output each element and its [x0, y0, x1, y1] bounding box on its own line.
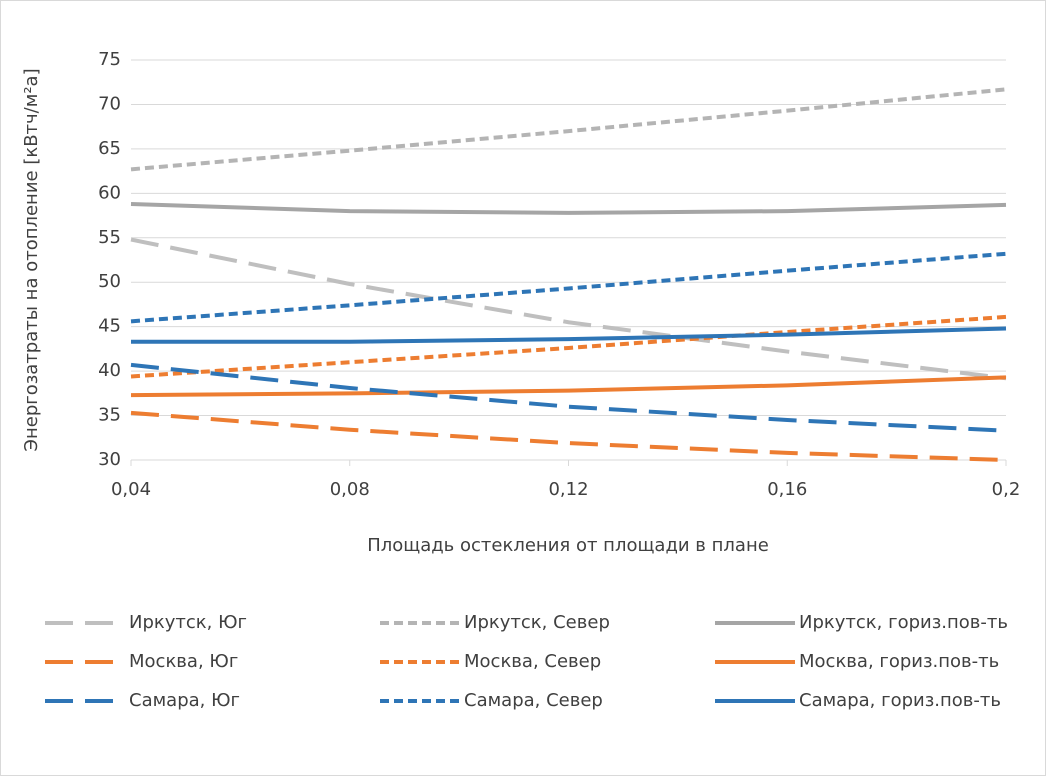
legend-label: Самара, Юг	[129, 690, 240, 711]
y-tick-label: 30	[98, 449, 121, 470]
legend-label: Москва, Север	[464, 651, 601, 672]
series-line	[130, 251, 1007, 324]
legend-label: Москва, Юг	[129, 651, 238, 672]
series-line	[130, 237, 1007, 381]
series-line	[130, 375, 1007, 398]
y-tick-label: 75	[98, 49, 121, 70]
y-tick-label: 35	[98, 405, 121, 426]
y-tick-label: 55	[98, 227, 121, 248]
x-tick-label: 0,04	[111, 479, 151, 500]
x-axis-title: Площадь остекления от площади в плане	[367, 535, 769, 556]
y-tick-label: 65	[98, 138, 121, 159]
legend-label: Самара, Север	[464, 690, 603, 711]
y-tick-label: 70	[98, 93, 121, 114]
legend-label: Самара, гориз.пов-ть	[799, 690, 1001, 711]
series-line	[130, 202, 1007, 215]
y-axis-title: Энергозатраты на отопление [кВтч/м²а]	[21, 68, 42, 451]
series-line	[131, 326, 1007, 344]
legend-label: Москва, гориз.пов-ть	[799, 651, 999, 672]
x-tick-label: 0,12	[548, 479, 588, 500]
y-tick-label: 60	[98, 182, 121, 203]
y-tick-label: 40	[98, 360, 121, 381]
series-line	[130, 362, 1007, 433]
x-tick-label: 0,2	[992, 479, 1021, 500]
legend-label: Иркутск, Север	[464, 612, 610, 633]
legend-label: Иркутск, гориз.пов-ть	[799, 612, 1008, 633]
x-tick-label: 0,16	[767, 479, 807, 500]
x-tick-label: 0,08	[330, 479, 370, 500]
y-tick-label: 50	[98, 271, 121, 292]
series-line	[130, 314, 1007, 379]
legend-label: Иркутск, Юг	[129, 612, 247, 633]
y-tick-label: 45	[98, 316, 121, 337]
series-line	[130, 410, 1007, 462]
series-line	[130, 87, 1007, 172]
